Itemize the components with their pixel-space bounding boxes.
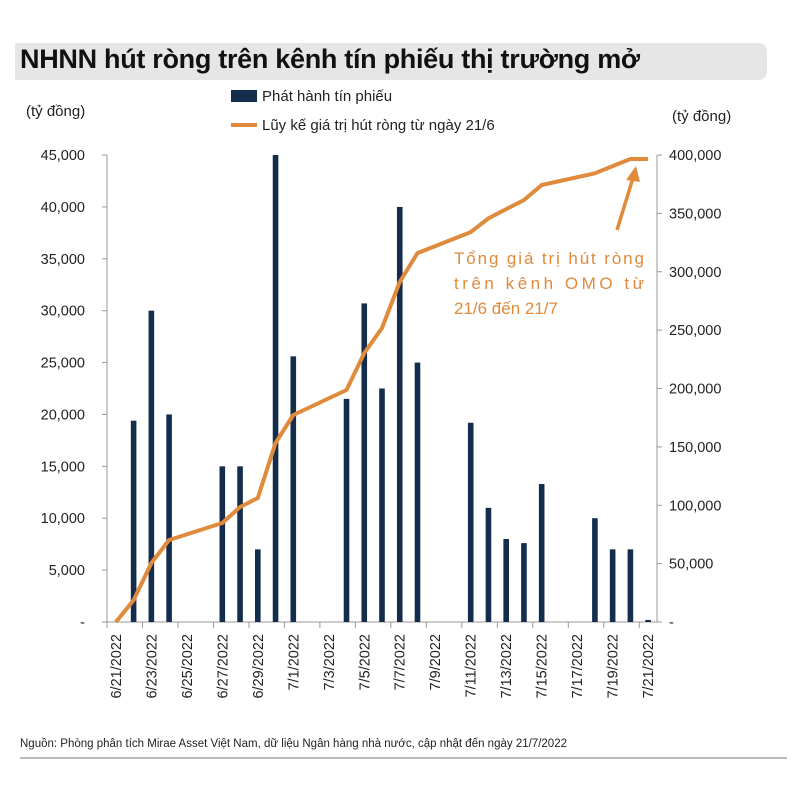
bar-6/23/2022 xyxy=(148,310,155,622)
annotation-line-1: Tổng giá trị hút ròng xyxy=(454,249,644,268)
x-tick-label: 6/25/2022 xyxy=(180,634,196,699)
bar-7/21/2022 xyxy=(645,619,651,622)
bar-7/4/2022 xyxy=(343,398,350,622)
left-tick-label: 40,000 xyxy=(41,200,85,216)
legend-line-label: Lũy kế giá trị hút ròng từ ngày 21/6 xyxy=(262,117,495,134)
annotation-arrow-head xyxy=(626,166,640,182)
source-note: Nguồn: Phòng phân tích Mirae Asset Việt … xyxy=(20,738,567,750)
x-tick-label: 6/23/2022 xyxy=(144,634,160,699)
left-tick-label: 45,000 xyxy=(41,148,85,164)
right-tick-label: - xyxy=(669,615,674,631)
left-tick-label: 10,000 xyxy=(41,511,85,527)
title-background xyxy=(15,43,767,80)
left-tick-label: 35,000 xyxy=(41,252,85,268)
annotation-arrow xyxy=(615,177,635,231)
left-tick-label: 30,000 xyxy=(41,304,85,320)
left-tick-label: 25,000 xyxy=(41,356,85,372)
bar-6/24/2022 xyxy=(166,414,172,622)
annotation-line-3: 21/6 đến 21/7 xyxy=(454,299,558,318)
x-tick-label: 7/7/2022 xyxy=(393,634,409,690)
left-tick-label: 15,000 xyxy=(41,459,85,475)
x-tick-label: 7/15/2022 xyxy=(535,634,551,699)
x-tick-label: 7/13/2022 xyxy=(499,634,515,699)
right-tick-label: 250,000 xyxy=(669,323,721,339)
right-tick-label: 300,000 xyxy=(669,265,721,281)
left-axis-unit: (tỷ đồng) xyxy=(26,103,85,120)
bar-6/29/2022 xyxy=(255,549,261,622)
legend-bar-label: Phát hành tín phiếu xyxy=(262,88,392,105)
source-divider xyxy=(20,757,787,759)
bar-6/22/2022 xyxy=(130,420,137,622)
x-tick-label: 6/21/2022 xyxy=(109,634,125,699)
x-tick-label: 7/11/2022 xyxy=(464,634,480,697)
left-tick-label: 5,000 xyxy=(49,563,85,579)
bar-7/14/2022 xyxy=(521,543,527,622)
x-tick-label: 6/27/2022 xyxy=(215,634,231,699)
bar-7/13/2022 xyxy=(503,538,509,622)
annotation-line-2: trên kênh OMO từ xyxy=(454,274,644,293)
x-tick-label: 7/3/2022 xyxy=(322,634,338,690)
chart-title: NHNN hút ròng trên kênh tín phiếu thị tr… xyxy=(20,44,640,74)
bar-7/15/2022 xyxy=(538,483,545,622)
bar-7/12/2022 xyxy=(485,507,492,622)
bar-7/19/2022 xyxy=(609,549,616,622)
right-tick-label: 100,000 xyxy=(669,498,721,514)
bar-7/1/2022 xyxy=(290,356,297,622)
x-tick-label: 7/17/2022 xyxy=(570,634,586,699)
bar-7/8/2022 xyxy=(414,362,421,622)
bar-7/18/2022 xyxy=(592,518,598,622)
right-tick-label: 350,000 xyxy=(669,206,721,222)
legend-bar-swatch xyxy=(231,90,257,102)
right-tick-label: 200,000 xyxy=(669,382,721,398)
right-axis-unit: (tỷ đồng) xyxy=(672,108,731,125)
bar-7/7/2022 xyxy=(396,206,403,622)
x-tick-label: 7/9/2022 xyxy=(428,634,444,690)
bar-7/5/2022 xyxy=(361,303,368,622)
x-tick-label: 7/21/2022 xyxy=(641,634,657,699)
bar-6/27/2022 xyxy=(219,466,226,622)
bar-7/6/2022 xyxy=(379,388,385,622)
bar-7/11/2022 xyxy=(467,422,474,622)
x-tick-label: 7/19/2022 xyxy=(606,634,622,699)
left-tick-label: 20,000 xyxy=(41,407,85,423)
bar-7/20/2022 xyxy=(627,549,634,622)
x-tick-label: 7/1/2022 xyxy=(286,634,302,690)
right-tick-label: 400,000 xyxy=(669,148,721,164)
right-tick-label: 150,000 xyxy=(669,440,721,456)
right-tick-label: 50,000 xyxy=(669,557,713,573)
bar-6/28/2022 xyxy=(237,466,243,622)
bar-6/30/2022 xyxy=(272,155,279,622)
x-tick-label: 7/5/2022 xyxy=(357,634,373,690)
left-tick-label: - xyxy=(80,615,85,631)
x-tick-label: 6/29/2022 xyxy=(251,634,267,699)
